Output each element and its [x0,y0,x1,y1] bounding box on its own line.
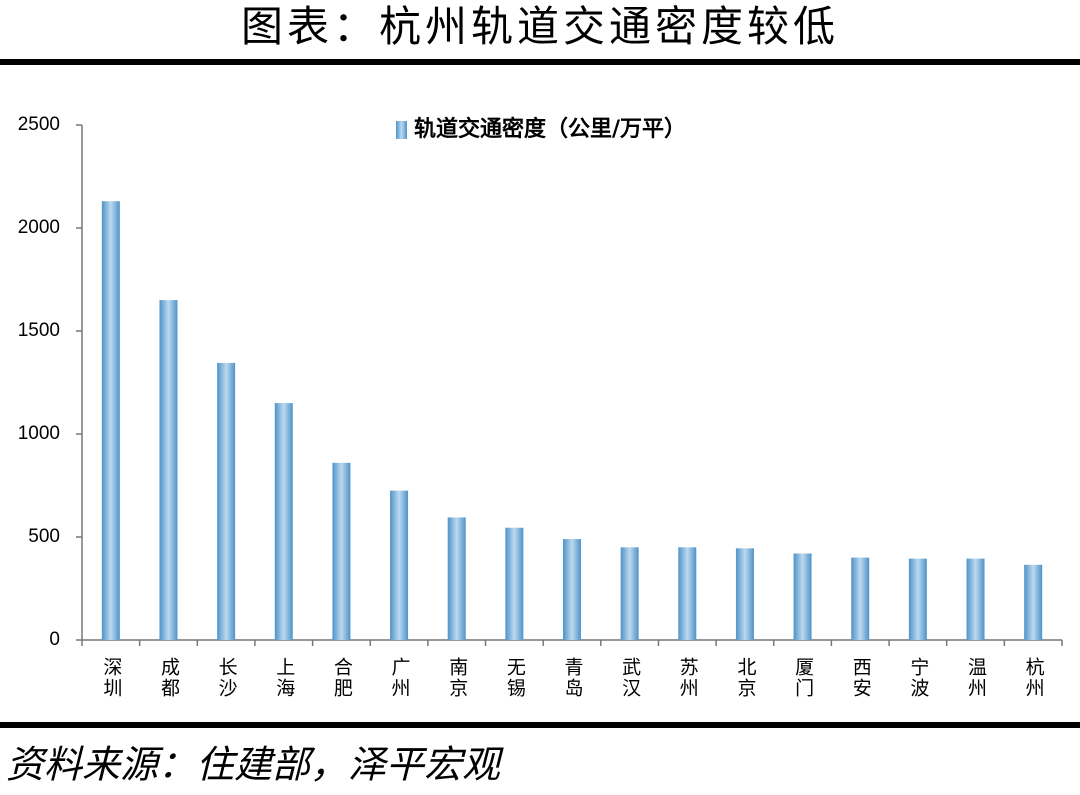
y-tick-label: 1000 [18,423,60,444]
bar [620,547,639,640]
bar [159,300,178,640]
x-tick-label: 无锡 [504,657,526,699]
x-tick-label: 青岛 [562,657,584,699]
bar [274,403,293,640]
legend-label: 轨道交通密度（公里/万平） [414,116,686,142]
y-tick-label: 2500 [18,114,60,135]
bar [217,362,236,640]
bar [793,553,812,640]
x-tick-label: 上海 [273,657,295,699]
page-title: 图表：杭州轨道交通密度较低 [241,2,839,51]
x-tick-label: 深圳 [100,657,122,699]
x-tick-label: 合肥 [331,657,353,699]
bar [1024,564,1043,640]
x-tick-label: 广州 [389,657,411,699]
source-note: 资料来源：住建部，泽平宏观 [6,743,504,787]
x-tick-label: 宁波 [907,657,929,699]
footer-rule [0,722,1080,728]
x-tick-label: 武汉 [619,657,641,699]
bar [851,557,870,640]
bar [101,201,120,640]
x-tick-label: 西安 [850,657,872,699]
x-tick-label: 杭州 [1023,657,1045,699]
x-tick-label: 成都 [158,657,180,699]
bar [908,558,927,640]
bar [505,527,524,640]
y-tick-label: 500 [28,526,60,547]
bar [678,547,697,640]
bar [390,490,409,640]
y-tick-label: 0 [49,629,60,650]
x-tick-label: 温州 [965,657,987,699]
x-tick-label: 北京 [734,657,756,699]
x-tick-label: 长沙 [216,657,238,699]
x-tick-label: 南京 [446,657,468,699]
legend-swatch [396,121,407,139]
title-rule [0,59,1080,65]
y-tick-label: 1500 [18,320,60,341]
x-tick-label: 苏州 [677,657,699,699]
y-tick-label: 2000 [18,217,60,238]
bar [332,462,351,640]
bar [447,517,466,640]
bar [563,539,581,640]
bar [966,558,985,640]
x-tick-label: 厦门 [792,657,814,699]
bar [735,548,754,640]
